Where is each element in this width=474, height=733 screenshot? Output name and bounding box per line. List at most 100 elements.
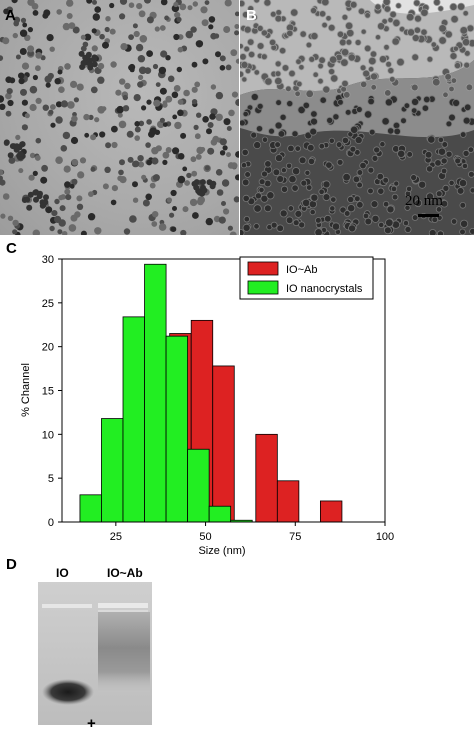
nanoparticle — [309, 209, 316, 216]
nanoparticle — [274, 121, 283, 130]
nanoparticle — [193, 179, 200, 186]
nanoparticle — [285, 216, 294, 225]
nanoparticle — [356, 181, 363, 189]
nanoparticle — [370, 84, 377, 91]
nanoparticle — [76, 195, 83, 202]
nanoparticle — [57, 69, 63, 75]
nanoparticle — [165, 55, 171, 61]
nanoparticle — [367, 187, 374, 195]
nanoparticle — [29, 85, 38, 94]
nanoparticle — [339, 38, 347, 47]
legend-swatch-io-ab — [247, 261, 279, 276]
x-tick-label: 100 — [376, 531, 394, 543]
nanoparticle — [223, 118, 231, 126]
legend-swatch-io-nanocrystals — [247, 280, 279, 295]
nanoparticle — [142, 199, 150, 207]
panel-label-c: C — [6, 240, 17, 257]
band-io — [42, 679, 94, 705]
nanoparticle — [122, 94, 128, 101]
nanoparticle — [72, 112, 77, 117]
nanoparticle — [60, 100, 68, 108]
nanoparticle — [356, 201, 364, 209]
nanoparticle — [279, 209, 288, 218]
nanoparticle — [48, 109, 54, 115]
nanoparticle — [272, 168, 281, 177]
nanoparticle — [382, 200, 390, 208]
nanoparticle — [445, 120, 453, 128]
nanoparticle — [370, 200, 379, 209]
nanoparticle — [275, 99, 282, 106]
nanoparticle — [172, 206, 177, 211]
nanoparticle — [215, 51, 221, 58]
histogram-bar-io-ab — [255, 433, 278, 523]
nanoparticle — [253, 141, 262, 150]
x-axis-label: Size (nm) — [198, 545, 245, 557]
nanoparticle — [151, 157, 159, 165]
nanoparticle — [362, 212, 370, 220]
nanoparticle — [158, 223, 167, 231]
nanoparticle — [149, 182, 156, 189]
nanoparticle — [92, 13, 101, 21]
nanoparticle — [146, 16, 154, 24]
nanoparticle — [152, 211, 159, 218]
nanoparticle — [119, 78, 126, 85]
nanoparticle — [165, 95, 173, 103]
nanoparticle — [27, 27, 33, 33]
nanoparticle — [99, 131, 106, 138]
nanoparticle — [35, 137, 42, 144]
nanoparticle — [349, 0, 358, 9]
nanoparticle — [261, 136, 269, 143]
nanoparticle — [280, 185, 289, 193]
nanoparticle — [65, 194, 72, 201]
nanoparticle — [177, 46, 184, 53]
nanoparticle — [165, 147, 172, 153]
nanoparticle — [0, 103, 6, 110]
nanoparticle — [176, 66, 182, 73]
nanoparticle — [368, 66, 375, 73]
nanoparticle — [347, 195, 355, 204]
nanoparticle — [287, 205, 295, 212]
nanoparticle — [166, 197, 172, 203]
nanoparticle — [12, 229, 18, 235]
nanoparticle — [298, 156, 307, 165]
nanoparticle — [285, 162, 293, 169]
nanoparticle — [275, 154, 284, 163]
nanoparticle — [260, 53, 268, 61]
nanoparticle — [55, 156, 63, 164]
nanoparticle — [359, 161, 367, 170]
nanoparticle — [391, 193, 399, 201]
nanoparticle — [240, 70, 245, 78]
nanoparticle — [463, 103, 472, 111]
nanoparticle — [162, 151, 170, 159]
nanoparticle — [173, 85, 181, 92]
nanoparticle — [21, 89, 26, 95]
nanoparticle — [438, 24, 447, 33]
nanoparticle — [79, 157, 87, 164]
nanoparticle — [440, 157, 448, 165]
y-tick-label: 25 — [42, 298, 54, 310]
nanoparticle — [179, 3, 187, 11]
nanoparticle — [32, 170, 38, 176]
nanoparticle — [144, 0, 151, 4]
nanoparticle — [440, 167, 448, 175]
nanoparticle — [0, 169, 4, 175]
nanoparticle — [94, 227, 102, 235]
nanoparticle — [171, 91, 179, 99]
nanoparticle — [50, 104, 56, 110]
nanoparticle — [208, 16, 216, 23]
nanoparticle — [276, 224, 284, 233]
nanoparticle — [194, 133, 201, 140]
nanoparticle — [256, 102, 264, 110]
nanoparticle — [210, 180, 217, 187]
nanoparticle — [423, 95, 431, 104]
nanoparticle — [468, 170, 474, 178]
nanoparticle — [223, 208, 230, 215]
nanoparticle — [169, 212, 175, 218]
nanoparticle — [390, 185, 398, 193]
nanoparticle — [91, 28, 97, 34]
nanoparticle — [118, 120, 127, 129]
nanoparticle — [85, 51, 92, 58]
nanoparticle — [109, 28, 116, 35]
nanoparticle — [318, 142, 325, 150]
nanoparticle — [219, 150, 226, 156]
